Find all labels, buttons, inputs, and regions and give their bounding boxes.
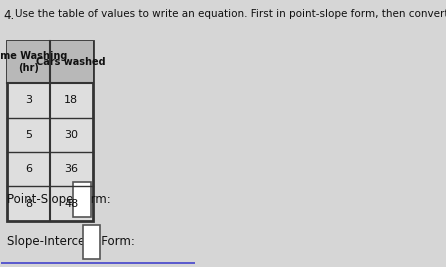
Text: 6: 6	[25, 164, 32, 174]
Text: Use the table of values to write an equation. First in point-slope form, then co: Use the table of values to write an equa…	[15, 9, 446, 19]
Text: 4.: 4.	[3, 9, 15, 22]
Text: 5: 5	[25, 130, 32, 140]
Text: Cars washed: Cars washed	[37, 57, 106, 67]
Text: 48: 48	[64, 199, 78, 209]
Text: 8: 8	[25, 199, 32, 209]
Text: 18: 18	[64, 96, 78, 105]
Text: 30: 30	[64, 130, 78, 140]
Text: Time Washing
(hr): Time Washing (hr)	[0, 51, 67, 73]
Text: 3: 3	[25, 96, 32, 105]
Text: 36: 36	[64, 164, 78, 174]
Bar	[83, 225, 100, 259]
Text: Point-Slope Form:: Point-Slope Form:	[7, 193, 111, 206]
Text: Slope-Intercept Form:: Slope-Intercept Form:	[7, 235, 135, 248]
Bar	[73, 182, 91, 217]
